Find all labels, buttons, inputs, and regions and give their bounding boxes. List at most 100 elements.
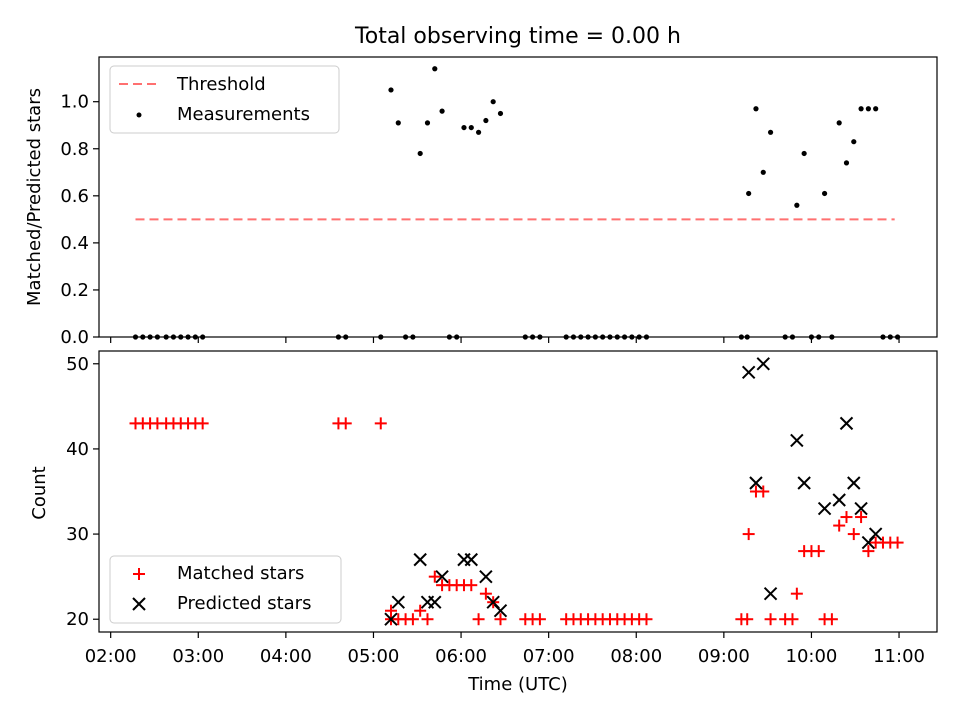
predicted-star-point bbox=[749, 476, 763, 490]
measurement-point bbox=[454, 334, 460, 340]
measurement-point bbox=[424, 120, 431, 126]
matched-star-point bbox=[421, 613, 434, 626]
top-y-tick-label: 0.2 bbox=[60, 280, 89, 301]
measurement-point bbox=[578, 334, 584, 340]
predicted-star-point bbox=[797, 476, 811, 490]
legend-predicted-label: Predicted stars bbox=[177, 593, 311, 614]
predicted-star-point bbox=[391, 595, 405, 609]
matched-star-point bbox=[812, 545, 825, 558]
matched-star-point bbox=[479, 587, 492, 600]
measurement-point bbox=[843, 160, 850, 166]
matched-star-point bbox=[786, 613, 799, 626]
measurement-point bbox=[185, 334, 191, 340]
measurement-point bbox=[140, 334, 146, 340]
measurement-point bbox=[746, 190, 752, 197]
predicted-star-point bbox=[428, 595, 442, 609]
measurement-point bbox=[335, 334, 342, 340]
matched-star-point bbox=[406, 613, 419, 626]
measurement-point bbox=[782, 334, 788, 340]
x-tick-label: 11:00 bbox=[873, 646, 925, 667]
bottom-y-tick-label: 20 bbox=[66, 609, 89, 630]
matched-star-point bbox=[533, 613, 546, 626]
measurement-point bbox=[378, 334, 384, 340]
x-tick-label: 07:00 bbox=[523, 646, 575, 667]
predicted-star-point bbox=[741, 365, 756, 379]
measurement-point bbox=[643, 334, 650, 340]
legend-predicted-swatch bbox=[132, 597, 146, 611]
x-tick-label: 05:00 bbox=[348, 646, 400, 667]
measurement-point bbox=[395, 120, 401, 126]
measurement-point bbox=[767, 129, 774, 135]
measurement-point bbox=[858, 106, 864, 112]
top-y-tick-label: 0.0 bbox=[60, 327, 89, 348]
matched-star-point bbox=[494, 613, 507, 626]
measurement-point bbox=[154, 334, 160, 340]
legend-measurements-swatch bbox=[136, 112, 142, 118]
measurement-point bbox=[794, 202, 800, 208]
predicted-star-point bbox=[854, 501, 868, 516]
measurement-point bbox=[475, 129, 482, 135]
x-tick-label: 06:00 bbox=[435, 646, 487, 667]
matched-star-point bbox=[790, 587, 803, 600]
matched-star-point bbox=[840, 511, 853, 524]
measurement-point bbox=[563, 334, 569, 340]
matched-star-point bbox=[833, 519, 846, 532]
measurement-point bbox=[417, 150, 423, 157]
matched-star-point bbox=[891, 536, 904, 549]
x-tick-label: 03:00 bbox=[172, 646, 224, 667]
measurement-point bbox=[801, 150, 807, 157]
matched-star-point bbox=[825, 613, 838, 626]
bottom-x-axis-label: Time (UTC) bbox=[467, 674, 568, 695]
measurement-point bbox=[522, 334, 528, 340]
top-y-tick-label: 0.8 bbox=[60, 139, 89, 160]
legend-matched-swatch bbox=[133, 568, 145, 580]
measurement-point bbox=[200, 334, 206, 340]
matched-star-point bbox=[741, 613, 754, 626]
measurement-point bbox=[744, 334, 750, 340]
measurement-point bbox=[132, 334, 139, 340]
measurement-point bbox=[607, 334, 613, 340]
x-tick-label: 04:00 bbox=[260, 646, 312, 667]
measurement-point bbox=[592, 334, 598, 340]
bottom-legend: Matched stars Predicted stars bbox=[109, 555, 342, 624]
matched-star-point bbox=[196, 417, 209, 430]
measurement-point bbox=[388, 87, 394, 93]
matched-star-point bbox=[428, 570, 441, 583]
x-tick-label: 09:00 bbox=[698, 646, 750, 667]
measurement-point bbox=[439, 108, 445, 114]
top-chart-title: Total observing time = 0.00 h bbox=[354, 24, 681, 49]
measurement-point bbox=[829, 334, 835, 340]
bottom-y-tick-label: 30 bbox=[66, 524, 89, 545]
bottom-y-axis-label: Count bbox=[29, 466, 50, 519]
predicted-star-point bbox=[839, 416, 854, 431]
matched-star-point bbox=[414, 604, 427, 617]
matched-star-point bbox=[757, 485, 770, 498]
top-y-axis-label: Matched/Predicted stars bbox=[24, 88, 45, 306]
matched-star-point bbox=[764, 613, 777, 626]
measurement-point bbox=[816, 334, 822, 340]
measurement-point bbox=[529, 334, 536, 340]
measurement-point bbox=[570, 334, 577, 340]
top-y-tick-label: 1.0 bbox=[60, 92, 89, 113]
legend-matched-label: Matched stars bbox=[177, 563, 304, 584]
measurement-point bbox=[614, 334, 620, 340]
measurement-point bbox=[789, 334, 796, 340]
measurement-point bbox=[621, 334, 628, 340]
measurement-point bbox=[468, 124, 474, 131]
matched-star-point bbox=[465, 579, 478, 592]
x-tick-label: 02:00 bbox=[85, 646, 137, 667]
measurement-point bbox=[410, 334, 416, 340]
measurement-point bbox=[629, 334, 635, 340]
measurement-point bbox=[880, 334, 886, 340]
measurement-point bbox=[497, 110, 504, 117]
matched-star-point bbox=[847, 528, 860, 541]
measurement-point bbox=[836, 120, 842, 126]
measurement-point bbox=[461, 124, 467, 131]
predicted-star-point bbox=[847, 476, 861, 490]
measurement-point bbox=[490, 99, 496, 105]
x-tick-label: 08:00 bbox=[610, 646, 662, 667]
matched-star-point bbox=[855, 511, 868, 524]
x-tick-label: 10:00 bbox=[786, 646, 838, 667]
predicted-star-point bbox=[763, 586, 778, 601]
